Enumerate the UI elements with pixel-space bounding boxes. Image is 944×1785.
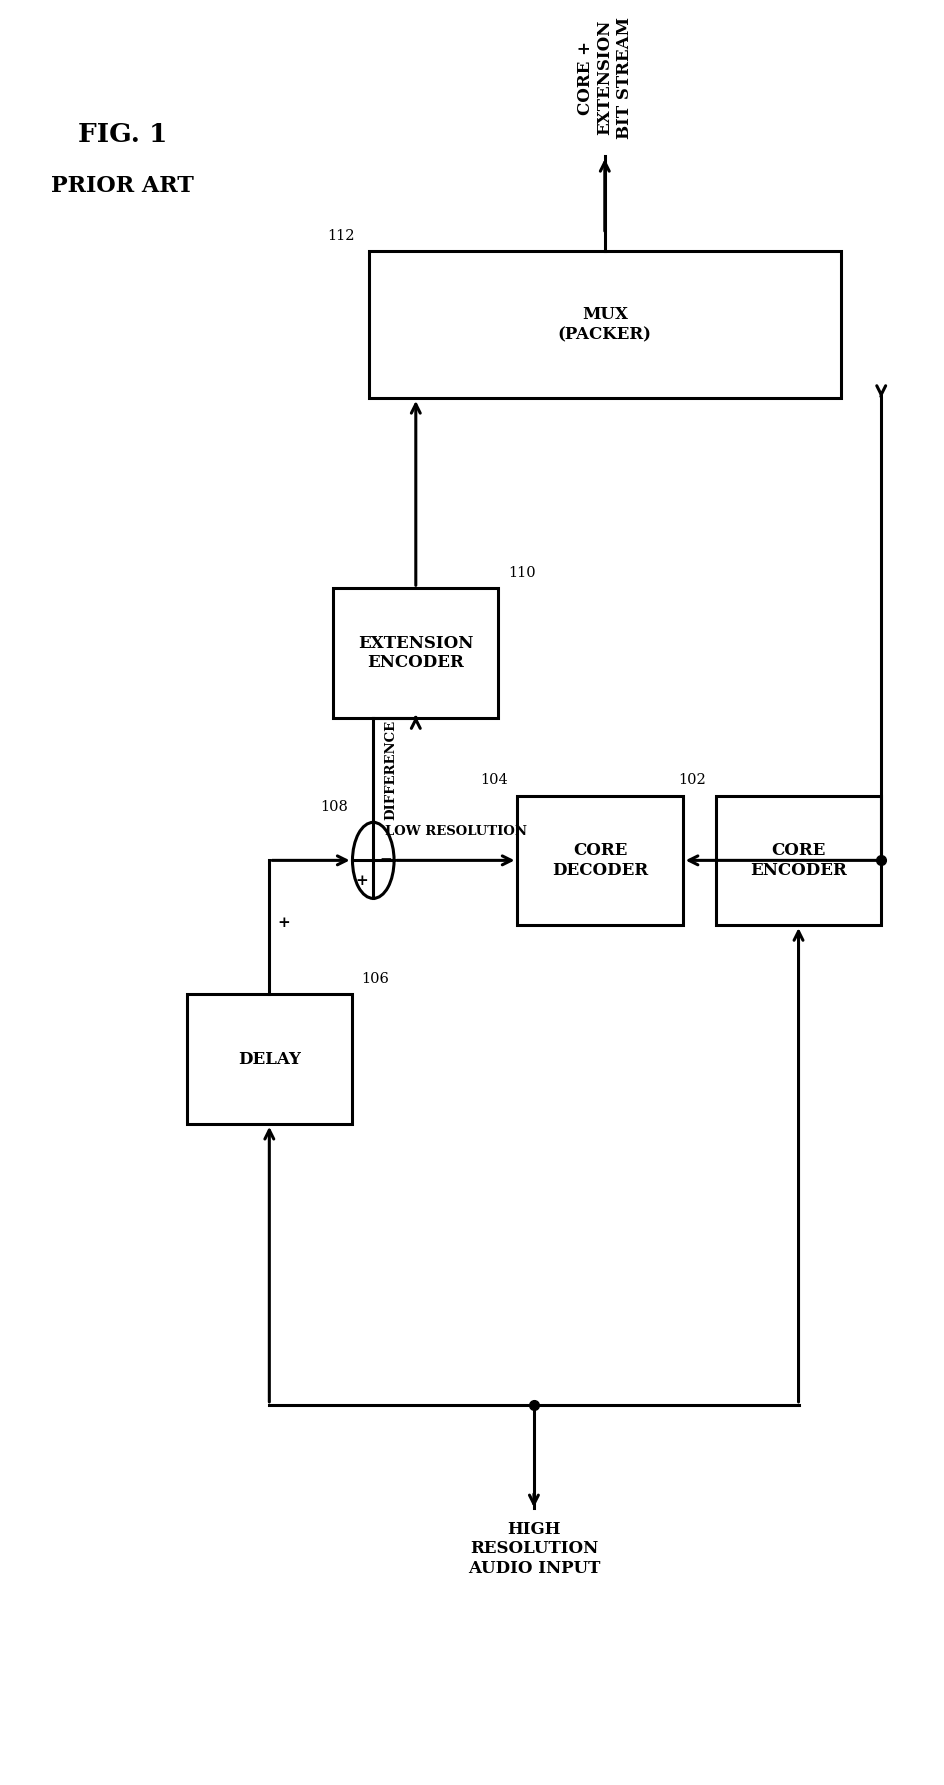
Text: CORE +
EXTENSION
BIT STREAM: CORE + EXTENSION BIT STREAM bbox=[576, 16, 632, 139]
Text: MUX
(PACKER): MUX (PACKER) bbox=[557, 307, 651, 343]
Bar bbox=[517, 796, 682, 925]
Bar bbox=[368, 252, 840, 398]
Bar bbox=[716, 796, 880, 925]
Text: PRIOR ART: PRIOR ART bbox=[51, 175, 194, 198]
Text: 106: 106 bbox=[361, 971, 389, 985]
Text: 112: 112 bbox=[327, 228, 354, 243]
Text: 104: 104 bbox=[480, 773, 508, 787]
Text: 110: 110 bbox=[508, 566, 535, 580]
Text: 108: 108 bbox=[320, 800, 347, 814]
Bar bbox=[186, 994, 351, 1125]
Text: CORE
DECODER: CORE DECODER bbox=[551, 843, 648, 878]
Text: HIGH
RESOLUTION
AUDIO INPUT: HIGH RESOLUTION AUDIO INPUT bbox=[467, 1521, 599, 1576]
Text: −: − bbox=[379, 853, 392, 868]
Text: +: + bbox=[277, 916, 290, 930]
Text: CORE
ENCODER: CORE ENCODER bbox=[750, 843, 846, 878]
Text: 102: 102 bbox=[678, 773, 705, 787]
Text: DIFFERENCE: DIFFERENCE bbox=[384, 719, 397, 819]
Text: LOW RESOLUTION: LOW RESOLUTION bbox=[384, 825, 526, 837]
Text: DELAY: DELAY bbox=[238, 1051, 300, 1067]
Text: FIG. 1: FIG. 1 bbox=[78, 121, 167, 146]
Text: +: + bbox=[355, 875, 368, 889]
Text: EXTENSION
ENCODER: EXTENSION ENCODER bbox=[358, 635, 473, 671]
Bar bbox=[333, 589, 498, 718]
